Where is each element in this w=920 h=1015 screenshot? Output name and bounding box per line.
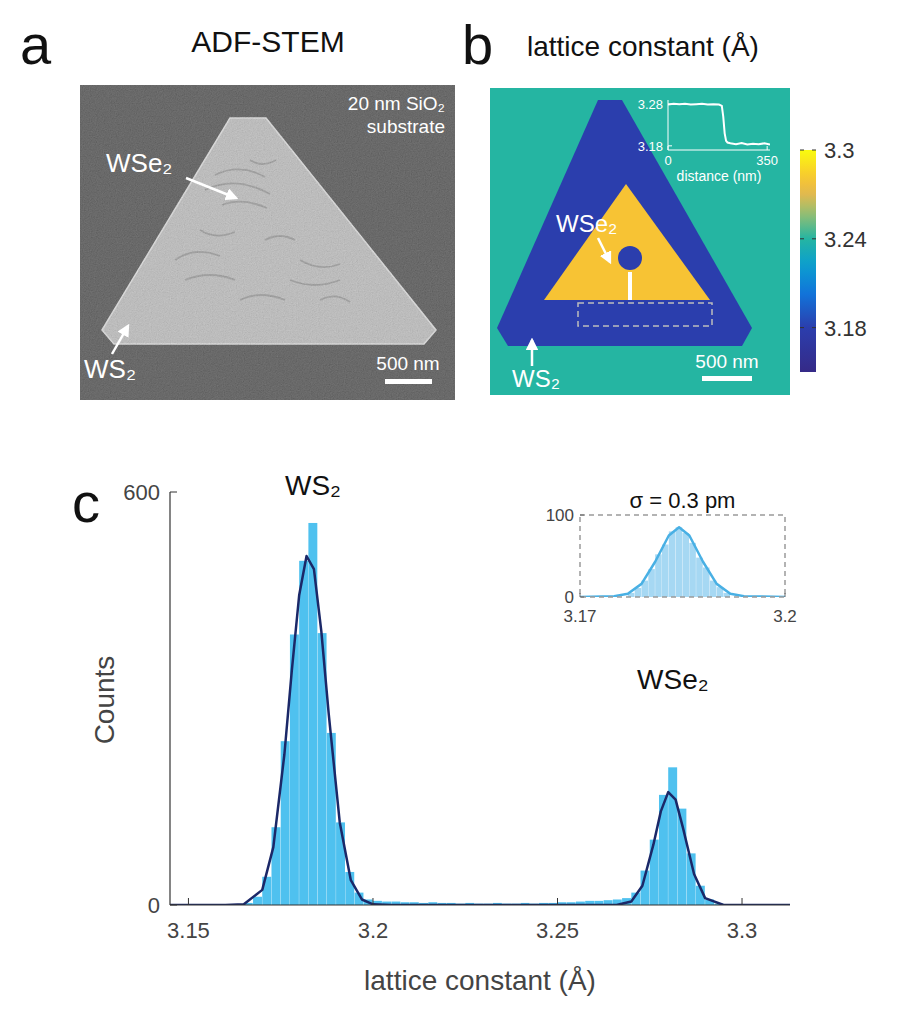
ws2-hole — [618, 246, 642, 270]
histogram-bar — [253, 897, 262, 905]
histogram-bar — [336, 822, 345, 905]
x-tick-label: 3.2 — [358, 918, 389, 943]
inset-tick — [668, 145, 672, 146]
histogram-plot — [170, 523, 790, 905]
inset-tick — [580, 593, 581, 597]
inset-tick-label: 3.2 — [773, 607, 797, 626]
y-axis-title: Counts — [89, 656, 120, 745]
arrow — [598, 238, 610, 262]
colorbar-tick — [812, 327, 816, 328]
x-tick — [557, 898, 558, 905]
colorbar-tick-label: 3.24 — [824, 227, 867, 252]
region-label: WSe₂ — [556, 210, 617, 237]
colorbar-tick — [812, 150, 816, 151]
peak-label: WS₂ — [285, 470, 341, 501]
inset-background — [580, 515, 785, 597]
inset-bar — [683, 533, 690, 597]
panel-letter: b — [462, 13, 493, 76]
y-tick-label: 600 — [123, 480, 160, 505]
colorbar-tick — [812, 238, 816, 239]
inset-x-axis — [668, 150, 770, 151]
inset-y-axis — [668, 100, 669, 150]
inset-tick-label: 0 — [565, 588, 574, 607]
x-tick-label: 3.15 — [167, 918, 210, 943]
substrate-note: 20 nm SiO₂ — [348, 93, 445, 114]
y-tick — [170, 905, 177, 906]
colorbar-tick — [800, 238, 804, 239]
inset-tick-label: 0 — [664, 153, 671, 168]
peak-label: WSe₂ — [637, 664, 709, 695]
inset-tick-label: 3.18 — [638, 139, 663, 154]
panel-title: lattice constant (Å) — [527, 31, 759, 62]
scale-bar-label: 500 nm — [376, 353, 439, 374]
inset-title: σ = 0.3 pm — [630, 488, 736, 513]
scale-bar-label: 500 nm — [695, 351, 758, 372]
inset-bar — [662, 545, 669, 597]
colorbar-tick-label: 3.3 — [824, 138, 855, 163]
x-tick — [742, 898, 743, 905]
colorbar — [800, 150, 816, 372]
inset-bar — [689, 543, 696, 597]
inset-tick — [767, 146, 768, 150]
inset-bar — [696, 558, 703, 597]
lattice-map — [490, 88, 790, 395]
y-axis — [169, 492, 170, 905]
inset-tick — [668, 146, 669, 150]
inset-bar — [669, 531, 676, 597]
scale-bar — [702, 376, 752, 381]
ws2-region — [497, 100, 752, 346]
arrow — [112, 326, 128, 354]
x-tick-label: 3.3 — [727, 918, 758, 943]
inset-tick — [785, 593, 786, 597]
inset-plot — [580, 527, 785, 597]
inset-tick — [580, 515, 584, 516]
inset-tick — [580, 597, 584, 598]
selection-box — [578, 303, 712, 326]
image-noise — [80, 85, 455, 400]
figure: a ADF-STEM 20 nm SiO₂substrate WSe₂ WS₂ 500 n… — [0, 0, 920, 1015]
stem-image — [80, 85, 455, 400]
arrow — [186, 178, 236, 198]
inset-axis-title: distance (nm) — [677, 168, 762, 184]
y-tick — [170, 492, 177, 493]
gaussian-fit — [580, 527, 785, 597]
x-tick-label: 3.25 — [536, 918, 579, 943]
panel-letter: c — [72, 471, 100, 534]
wse2-region — [544, 184, 710, 300]
x-tick — [372, 898, 373, 905]
scale-bar — [385, 379, 432, 384]
colorbar-tick — [800, 150, 804, 151]
inset-bar — [676, 527, 683, 597]
profile-line — [628, 272, 632, 300]
histogram-bar — [271, 827, 280, 905]
inset-frame — [580, 515, 785, 597]
colorbar-tick — [800, 327, 804, 328]
substrate-note: substrate — [367, 116, 445, 137]
profile-line-plot — [668, 104, 770, 145]
region-label: WSe₂ — [106, 148, 172, 178]
histogram-bar — [299, 561, 308, 905]
x-tick — [188, 898, 189, 905]
panel-title: ADF-STEM — [191, 25, 344, 58]
arrow — [531, 340, 534, 366]
map-background — [490, 88, 790, 395]
gaussian-fit — [170, 556, 790, 905]
inset-tick-label: 350 — [756, 153, 778, 168]
inset-plot — [668, 104, 770, 145]
x-axis — [170, 904, 790, 905]
inset-tick-label: 3.17 — [563, 607, 596, 626]
x-axis-title: lattice constant (Å) — [364, 965, 596, 996]
inset-tick-label: 3.28 — [638, 97, 663, 112]
panel-letter: a — [20, 13, 52, 76]
histogram-bar — [668, 767, 677, 905]
region-label: WS₂ — [512, 365, 560, 392]
y-tick-label: 0 — [148, 893, 160, 918]
inset-tick-label: 100 — [546, 506, 574, 525]
colorbar-tick-label: 3.18 — [824, 316, 867, 341]
region-label: WS₂ — [84, 354, 136, 384]
substrate — [80, 85, 455, 400]
